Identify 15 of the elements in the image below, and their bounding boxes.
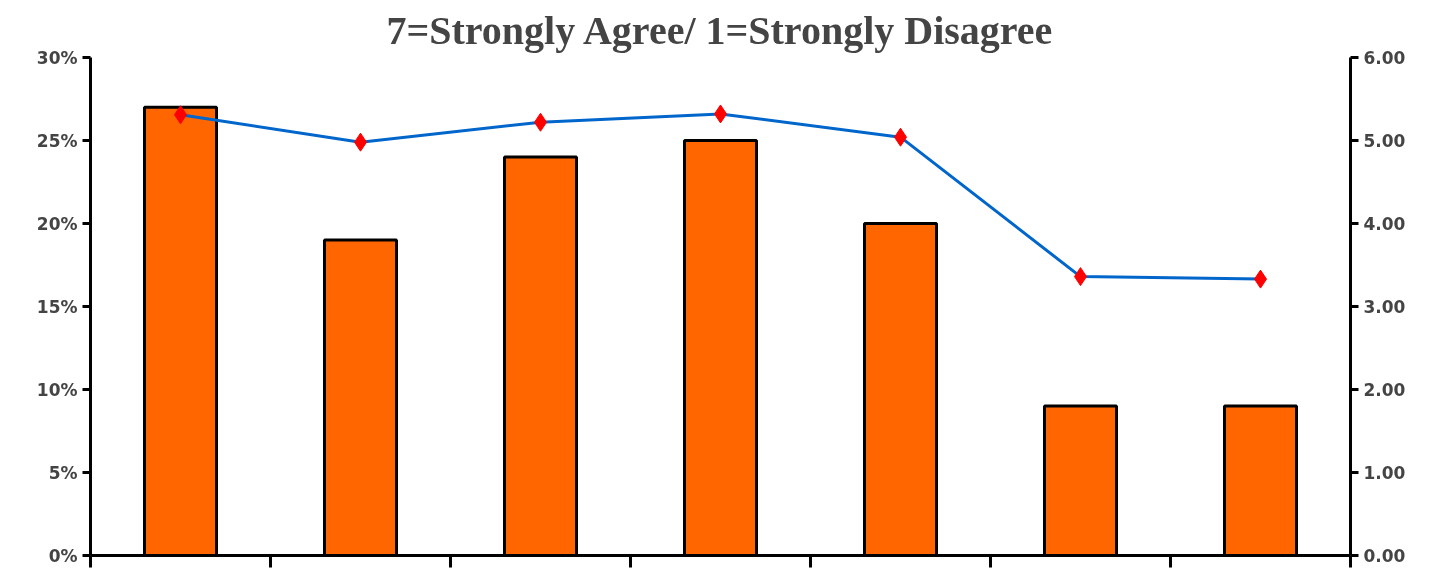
y-tick-label: 0% (48, 545, 78, 566)
y2-tick-label: 3.00 (1363, 297, 1406, 317)
chart-title: 7=Strongly Agree/ 1=Strongly Disagree (386, 7, 1053, 53)
y-tick-label: 10% (36, 379, 78, 400)
y2-tick-label: 2.00 (1363, 380, 1406, 400)
y-tick-label: 20% (36, 213, 78, 234)
y-tick-label: 15% (36, 296, 78, 317)
y2-tick-label: 6.00 (1363, 48, 1406, 68)
y-tick-label: 25% (36, 130, 78, 151)
y2-tick-label: 0.00 (1363, 546, 1406, 566)
y2-tick-label: 5.00 (1363, 131, 1406, 151)
y2-tick-label: 1.00 (1363, 463, 1406, 483)
y-tick-label: 5% (48, 462, 78, 483)
y-tick-label: 30% (36, 47, 78, 68)
y2-tick-label: 4.00 (1363, 214, 1406, 234)
